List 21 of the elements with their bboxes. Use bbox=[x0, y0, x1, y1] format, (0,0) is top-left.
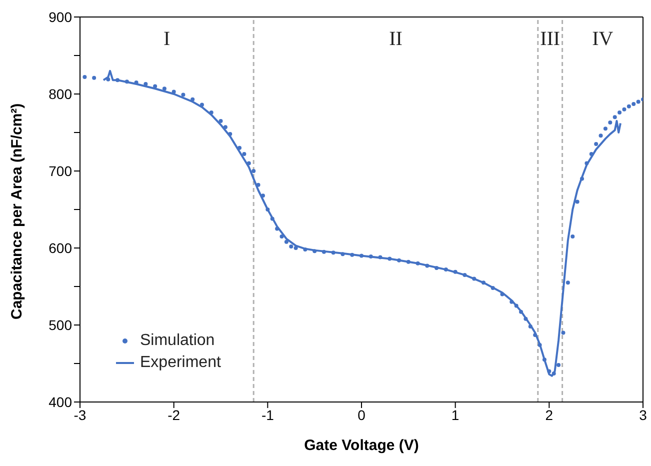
x-tick-label: -2 bbox=[168, 406, 180, 423]
y-tick-label: 400 bbox=[48, 394, 72, 410]
annotation: I bbox=[163, 28, 170, 50]
y-axis-title: Capacitance per Area (nF/cm²) bbox=[8, 103, 26, 320]
legend-label: Experiment bbox=[140, 353, 221, 373]
y-tick-label: 600 bbox=[48, 240, 72, 256]
x-tick-label: 3 bbox=[639, 406, 648, 423]
annotation: II bbox=[389, 28, 402, 50]
annotation: IV bbox=[592, 28, 614, 50]
x-tick-label: -1 bbox=[261, 406, 274, 423]
y-tick-label: 500 bbox=[48, 316, 72, 333]
x-tick-label: 0 bbox=[358, 406, 366, 423]
annotation: III bbox=[540, 28, 560, 50]
x-axis-title: Gate Voltage (V) bbox=[304, 437, 419, 454]
x-tick-label: -3 bbox=[74, 406, 86, 423]
x-tick-label: 2 bbox=[545, 406, 554, 423]
x-tick-label: 1 bbox=[451, 406, 460, 423]
legend-label: Simulation bbox=[140, 331, 215, 351]
y-tick-label: 700 bbox=[48, 162, 72, 179]
y-tick-label: 800 bbox=[48, 86, 72, 102]
y-tick-label: 900 bbox=[48, 8, 72, 25]
